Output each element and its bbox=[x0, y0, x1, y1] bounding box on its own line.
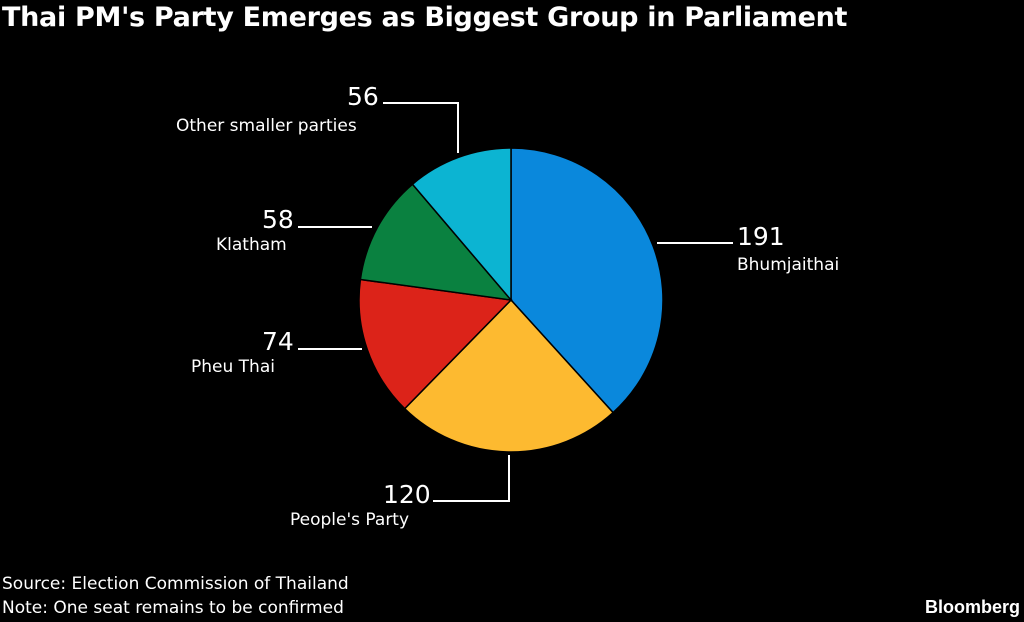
slice-label-people: People's Party bbox=[290, 510, 410, 530]
pie-slice-pheu-thai bbox=[358, 278, 513, 410]
bloomberg-logo: Bloomberg bbox=[924, 597, 1020, 617]
slice-label-bhumjaithai: Bhumjaithai bbox=[737, 255, 840, 275]
slice-label-pheu-thai: Pheu Thai bbox=[191, 357, 275, 377]
pie-slice-other-smaller-parties bbox=[411, 147, 512, 303]
value-label-pheu-thai: 74 bbox=[262, 327, 294, 356]
pie-slice-bhumjaithai bbox=[510, 147, 664, 414]
source-note: Source: Election Commission of Thailand bbox=[2, 574, 349, 594]
value-label-klatham: 58 bbox=[262, 205, 294, 234]
leader-line-people bbox=[433, 455, 510, 502]
chart-title: Thai PM's Party Emerges as Biggest Group… bbox=[2, 2, 848, 33]
footnote: Note: One seat remains to be confirmed bbox=[2, 598, 344, 618]
pie-slice-klatham bbox=[359, 183, 513, 302]
leader-line-others bbox=[383, 102, 459, 153]
value-label-others: 56 bbox=[347, 82, 379, 111]
value-label-bhumjaithai: 191 bbox=[737, 222, 785, 251]
slice-label-klatham: Klatham bbox=[216, 235, 287, 255]
value-label-people: 120 bbox=[383, 480, 431, 509]
slice-label-others: Other smaller parties bbox=[176, 116, 357, 136]
pie-slice-people-s-party bbox=[403, 298, 615, 453]
